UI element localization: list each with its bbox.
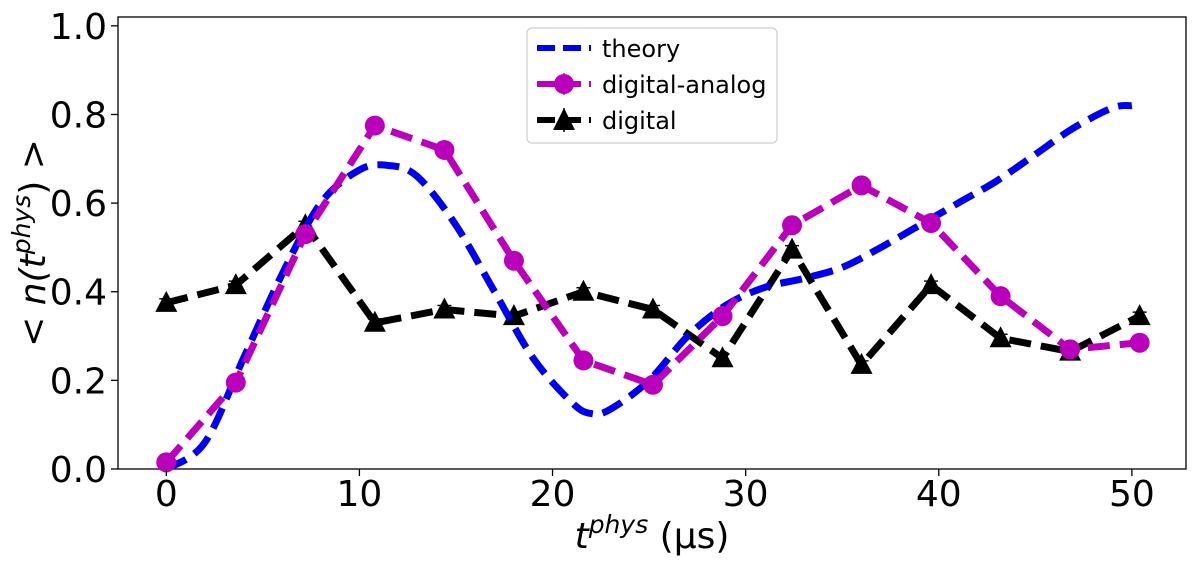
y-tick-label: 0.6 (50, 184, 107, 225)
data-point-digital (433, 297, 456, 319)
ticks-layer: 0 10 20 30 40 50 0.0 0.2 0.4 0.6 0.8 1.0 (50, 7, 1155, 515)
data-point-digital-analog (712, 306, 733, 327)
legend-digital-analog-label: digital-analog (602, 71, 766, 99)
y-tick-label: 0.0 (50, 450, 107, 491)
y-tick-label: 0.4 (50, 273, 107, 314)
legend-digital-analog-marker (554, 74, 574, 94)
data-point-digital-analog (364, 115, 385, 136)
x-tick-label: 30 (723, 474, 769, 515)
data-point-digital-analog (1060, 339, 1081, 360)
data-point-digital-analog (642, 374, 663, 395)
series-layer (155, 102, 1151, 473)
data-point-digital (572, 279, 595, 301)
legend-theory-label: theory (602, 35, 680, 63)
x-tick-label: 20 (530, 474, 576, 515)
data-point-digital (850, 352, 873, 374)
y-tick-label: 0.8 (50, 95, 107, 136)
data-point-digital-analog (782, 215, 803, 236)
data-point-digital (641, 297, 664, 319)
y-axis-label-suffix: ) > (13, 139, 54, 195)
series-line-digital-analog (163, 122, 1140, 465)
legend-digital-marker (553, 108, 575, 130)
legend: theory digital-analog digital (526, 27, 778, 144)
data-point-digital (711, 346, 734, 368)
data-point-digital-analog (921, 213, 942, 234)
data-point-digital-analog (225, 372, 246, 393)
series-line-theory (164, 102, 1133, 473)
data-point-digital (920, 273, 943, 295)
data-point-digital-analog (295, 224, 316, 245)
x-tick-label: 50 (1109, 474, 1155, 515)
x-tick-label: 40 (916, 474, 962, 515)
data-point-digital-analog (573, 350, 594, 371)
data-point-digital (1128, 304, 1151, 326)
y-axis-label-sup: phys (7, 195, 36, 256)
data-point-digital (363, 310, 386, 332)
y-tick-label: 0.2 (50, 361, 107, 402)
data-point-digital (781, 237, 804, 259)
x-axis-label-base: t (575, 516, 591, 557)
y-axis-label: < n(tphys) > (7, 139, 54, 347)
x-axis-label-sup: phys (588, 510, 649, 539)
x-axis-label-unit: (μs) (648, 516, 729, 557)
data-point-digital-analog (1129, 332, 1150, 353)
legend-frame (526, 27, 778, 144)
data-point-digital-analog (156, 452, 177, 473)
y-axis-label-prefix: < n(t (13, 252, 54, 346)
data-point-digital-analog (434, 139, 455, 160)
data-point-digital (989, 326, 1012, 348)
series-line-digital (165, 221, 1142, 369)
data-point-digital (224, 273, 247, 295)
data-point-digital (155, 290, 178, 312)
data-point-digital-analog (851, 175, 872, 196)
x-tick-label: 10 (337, 474, 383, 515)
legend-digital-label: digital (602, 107, 677, 135)
x-tick-label: 0 (155, 474, 178, 515)
data-point-digital-analog (503, 250, 524, 271)
x-axis-label: tphys (μs) (575, 510, 730, 557)
data-point-digital-analog (990, 286, 1011, 307)
y-tick-label: 1.0 (50, 7, 107, 48)
